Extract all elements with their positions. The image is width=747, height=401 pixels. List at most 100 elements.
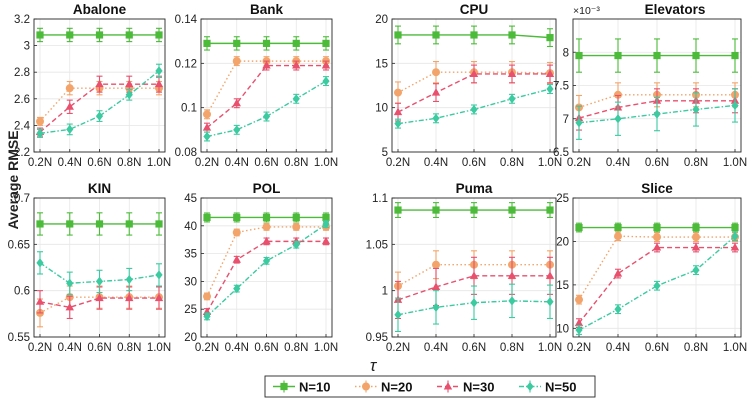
data-point: [203, 213, 211, 222]
y-tick-label: 3.2: [14, 14, 30, 26]
x-tick-label: 0.2N: [386, 342, 410, 354]
y-tick-label: 25: [556, 193, 569, 205]
data-point: [575, 295, 583, 304]
y-tick-label: 2.8: [14, 67, 30, 79]
legend: N=10 N=20 N=30 N=50: [264, 375, 596, 398]
data-point: [546, 84, 554, 94]
y-tick-label: 5: [382, 147, 388, 159]
series-n50: [203, 219, 330, 322]
data-point: [546, 34, 554, 42]
data-point: [653, 51, 661, 60]
y-tick-label: 25: [184, 304, 197, 316]
series-line: [39, 297, 159, 309]
data-point: [321, 236, 331, 245]
legend-label: N=10: [299, 380, 330, 395]
legend-entry-n30: N=30: [437, 380, 494, 395]
series-n10: [394, 25, 554, 48]
data-point: [35, 297, 45, 305]
data-point: [203, 311, 211, 322]
y-tick-label: 2.6: [14, 94, 30, 106]
data-point: [322, 76, 330, 86]
x-tick-label: 0.8N: [117, 157, 141, 169]
data-point: [66, 278, 74, 288]
data-point: [691, 243, 701, 251]
series-n20: [575, 231, 739, 305]
x-tick-label: 0.6N: [462, 157, 486, 169]
legend-entry-n10: N=10: [273, 380, 330, 395]
series-line: [578, 235, 736, 331]
data-point: [394, 310, 402, 320]
data-point: [394, 31, 402, 39]
data-point: [692, 223, 700, 232]
data-point: [233, 213, 241, 222]
data-point: [614, 90, 622, 99]
subplot-title: Slice: [641, 181, 673, 196]
y-tick-label: 0.55: [8, 332, 30, 344]
data-point: [36, 258, 44, 268]
data-point: [432, 68, 440, 77]
series-n20: [203, 222, 330, 301]
data-point: [730, 243, 740, 251]
subplot-slice: Slice 10 15 20 25 0.2N 0.4N 0.6N 0.8N 1.0N: [556, 181, 747, 354]
x-axis-label: τ: [370, 356, 378, 375]
y-tick-label: 15: [375, 58, 388, 70]
x-tick-label: 0.4N: [58, 157, 82, 169]
data-point: [232, 255, 241, 263]
y-tick-label: 6.5: [553, 147, 569, 159]
data-point: [575, 223, 583, 232]
data-point: [731, 231, 739, 241]
data-point: [95, 276, 104, 286]
series-line: [206, 240, 326, 313]
data-point: [66, 124, 74, 134]
data-point: [95, 220, 104, 228]
y-tick-label: 20: [184, 332, 197, 344]
x-tick-label: 0.8N: [500, 157, 524, 169]
x-tick-label: 0.2N: [195, 157, 219, 169]
y-tick-label: 30: [184, 276, 197, 288]
data-point: [393, 107, 403, 116]
data-point: [292, 39, 300, 47]
y-tick-label: 2.2: [14, 147, 30, 159]
y-tick-label: 0.95: [366, 332, 388, 344]
data-point: [507, 271, 517, 279]
subplot-puma: Puma 0.95 1 1.05 1.1 0.2N 0.4N 0.6N 0.8N 1.0N: [366, 181, 563, 354]
data-point: [322, 213, 330, 222]
series-n10: [203, 36, 330, 51]
legend-box: [264, 375, 596, 398]
x-tick-label: 0.8N: [684, 342, 708, 354]
data-point: [469, 271, 479, 279]
data-point: [432, 31, 440, 39]
data-point: [470, 298, 478, 308]
data-point: [731, 100, 739, 111]
data-point: [292, 240, 300, 250]
data-point: [545, 271, 555, 279]
series-line: [397, 73, 550, 113]
y-tick-label: 2.4: [14, 120, 31, 132]
data-point: [545, 69, 555, 77]
data-point: [65, 102, 74, 110]
subplot-title: Bank: [250, 2, 284, 17]
data-point: [262, 61, 271, 69]
series-n10: [36, 27, 163, 43]
data-point: [653, 109, 661, 119]
data-point: [431, 88, 441, 96]
data-point: [95, 31, 104, 39]
data-point: [508, 31, 516, 39]
data-point: [203, 110, 211, 119]
series-n50: [36, 63, 163, 138]
subplot-title: KIN: [88, 181, 111, 196]
data-point: [203, 39, 211, 47]
data-point: [155, 66, 163, 76]
data-point: [432, 302, 440, 312]
x-tick-label: 0.6N: [87, 157, 111, 169]
series-line: [206, 60, 326, 115]
legend-label: N=50: [545, 380, 576, 395]
series-line: [578, 100, 735, 119]
subplot-pol: POL 20 25 30 35 40 45 0.2N 0.4N 0.6N 0.8N 1.0N: [184, 181, 338, 354]
y-tick-label: 10: [375, 103, 388, 115]
x-tick-label: 0.4N: [225, 157, 249, 169]
x-tick-label: 0.6N: [254, 342, 278, 354]
x-tick-label: 1.0N: [147, 157, 171, 169]
data-point: [203, 292, 211, 301]
data-point: [95, 111, 104, 121]
